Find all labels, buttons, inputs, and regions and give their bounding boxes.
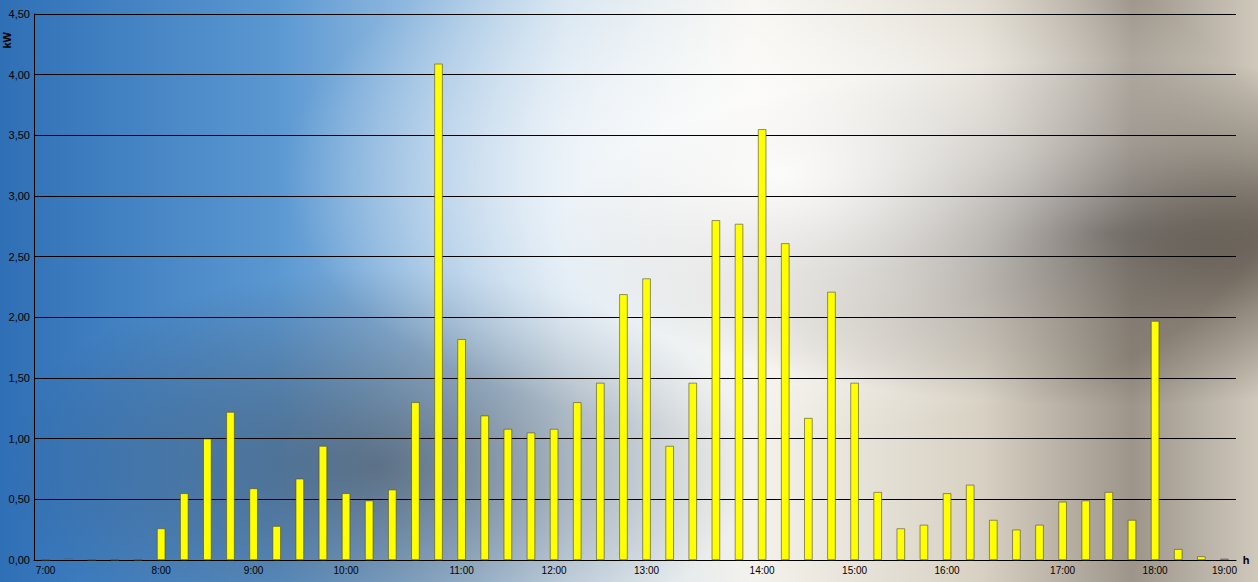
svg-text:19:00: 19:00 — [1212, 565, 1237, 576]
svg-text:2,00: 2,00 — [9, 311, 30, 323]
svg-text:2,50: 2,50 — [9, 251, 30, 263]
svg-text:0,00: 0,00 — [9, 554, 30, 566]
svg-text:17:00: 17:00 — [1050, 565, 1075, 576]
svg-text:14:00: 14:00 — [750, 565, 775, 576]
svg-text:15:00: 15:00 — [842, 565, 867, 576]
svg-text:kW: kW — [1, 31, 13, 48]
svg-text:4,50: 4,50 — [9, 8, 30, 20]
svg-text:16:00: 16:00 — [935, 565, 960, 576]
svg-text:9:00: 9:00 — [244, 565, 264, 576]
svg-text:8:00: 8:00 — [151, 565, 171, 576]
svg-text:4,00: 4,00 — [9, 69, 30, 81]
svg-text:1,50: 1,50 — [9, 372, 30, 384]
svg-text:12:00: 12:00 — [542, 565, 567, 576]
svg-text:3,50: 3,50 — [9, 129, 30, 141]
svg-text:13:00: 13:00 — [634, 565, 659, 576]
svg-text:18:00: 18:00 — [1143, 565, 1168, 576]
svg-text:3,00: 3,00 — [9, 190, 30, 202]
svg-text:0,50: 0,50 — [9, 493, 30, 505]
svg-text:11:00: 11:00 — [449, 565, 474, 576]
svg-text:7:00: 7:00 — [36, 565, 56, 576]
svg-text:1,00: 1,00 — [9, 433, 30, 445]
svg-text:10:00: 10:00 — [334, 565, 359, 576]
svg-text:h: h — [1243, 554, 1250, 566]
